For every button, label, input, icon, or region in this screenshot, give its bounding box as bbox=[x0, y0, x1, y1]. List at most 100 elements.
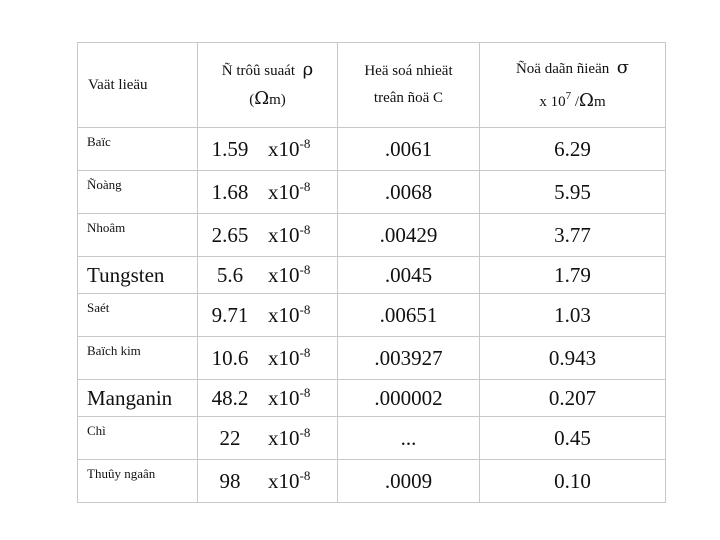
header-temp-coef-line1: Heä soá nhieät bbox=[364, 63, 453, 79]
table-row: Manganin 48.2 x10-8 .000002 0.207 bbox=[77, 379, 666, 417]
table-row: Ñoàng 1.68 x10-8 .0068 5.95 bbox=[77, 170, 666, 214]
resistivity-unit: x10-8 bbox=[262, 136, 310, 162]
resistivity-unit: x10-8 bbox=[262, 222, 310, 248]
material-name: Ñoàng bbox=[77, 170, 198, 214]
conductivity-value: 1.79 bbox=[479, 256, 666, 294]
conductivity-value: 0.207 bbox=[479, 379, 666, 417]
material-name: Baïc bbox=[77, 127, 198, 171]
header-resistivity-close: m) bbox=[269, 92, 286, 108]
conductivity-value: 0.45 bbox=[479, 416, 666, 460]
resistivity-coefficient: 22 bbox=[219, 426, 241, 450]
resistivity-exponent: -8 bbox=[299, 222, 311, 237]
ohm-symbol: Ω bbox=[579, 90, 594, 111]
conductivity-value: 5.95 bbox=[479, 170, 666, 214]
table-row: Saét 9.71 x10-8 .00651 1.03 bbox=[77, 293, 666, 337]
resistivity-coefficient: 10.6 bbox=[211, 346, 249, 370]
resistivity-exponent: -8 bbox=[299, 468, 311, 483]
header-resistivity-line1: Ñ trôû suaát bbox=[221, 63, 296, 79]
rho-symbol: ρ bbox=[302, 59, 314, 80]
temp-coefficient-value: .0009 bbox=[337, 459, 480, 503]
resistivity-coefficient: 1.59 bbox=[211, 137, 249, 161]
resistivity-exponent: -8 bbox=[299, 179, 311, 194]
material-properties-table: Vaät lieäu Ñ trôû suaát ρ (Ωm) Heä soá n… bbox=[77, 42, 666, 503]
header-material-label: Vaät lieäu bbox=[88, 76, 148, 93]
header-conductivity: Ñoä daãn ñieän σ x 107 /Ωm bbox=[479, 42, 666, 128]
resistivity-cell: 10.6 x10-8 bbox=[197, 336, 338, 380]
resistivity-coefficient: 9.71 bbox=[211, 303, 249, 327]
header-conductivity-prefix: x 10 bbox=[539, 94, 566, 110]
resistivity-unit: x10-8 bbox=[262, 345, 310, 371]
resistivity-base: x10 bbox=[268, 223, 300, 247]
header-conductivity-line1: Ñoä daãn ñieän bbox=[515, 61, 610, 77]
resistivity-cell: 48.2 x10-8 bbox=[197, 379, 338, 417]
table-row: Thuûy ngaân 98 x10-8 .0009 0.10 bbox=[77, 459, 666, 503]
resistivity-cell: 98 x10-8 bbox=[197, 459, 338, 503]
temp-coefficient-value: .000002 bbox=[337, 379, 480, 417]
sigma-symbol: σ bbox=[616, 57, 630, 78]
resistivity-base: x10 bbox=[268, 346, 300, 370]
material-name: Saét bbox=[77, 293, 198, 337]
resistivity-coefficient: 5.6 bbox=[216, 263, 244, 287]
table-row: Baïch kim 10.6 x10-8 .003927 0.943 bbox=[77, 336, 666, 380]
material-name: Nhoâm bbox=[77, 213, 198, 257]
conductivity-value: 3.77 bbox=[479, 213, 666, 257]
resistivity-coefficient: 98 bbox=[219, 469, 241, 493]
resistivity-cell: 1.59 x10-8 bbox=[197, 127, 338, 171]
material-name: Thuûy ngaân bbox=[77, 459, 198, 503]
table-row: Nhoâm 2.65 x10-8 .00429 3.77 bbox=[77, 213, 666, 257]
resistivity-cell: 22 x10-8 bbox=[197, 416, 338, 460]
resistivity-base: x10 bbox=[268, 386, 300, 410]
header-temp-coefficient: Heä soá nhieät treân ñoä C bbox=[337, 42, 480, 128]
resistivity-base: x10 bbox=[268, 137, 300, 161]
resistivity-cell: 5.6 x10-8 bbox=[197, 256, 338, 294]
table-row: Chì 22 x10-8 ... 0.45 bbox=[77, 416, 666, 460]
header-resistivity-open: ( bbox=[249, 92, 255, 108]
resistivity-base: x10 bbox=[268, 469, 300, 493]
table-row: Tungsten 5.6 x10-8 .0045 1.79 bbox=[77, 256, 666, 294]
conductivity-value: 6.29 bbox=[479, 127, 666, 171]
table-header-row: Vaät lieäu Ñ trôû suaát ρ (Ωm) Heä soá n… bbox=[77, 42, 666, 128]
conductivity-value: 1.03 bbox=[479, 293, 666, 337]
resistivity-exponent: -8 bbox=[299, 302, 311, 317]
material-name: Chì bbox=[77, 416, 198, 460]
resistivity-coefficient: 2.65 bbox=[211, 223, 249, 247]
header-material: Vaät lieäu bbox=[77, 42, 198, 128]
resistivity-base: x10 bbox=[268, 303, 300, 327]
resistivity-coefficient: 1.68 bbox=[211, 180, 249, 204]
header-conductivity-sep: / bbox=[571, 94, 580, 110]
resistivity-unit: x10-8 bbox=[262, 385, 310, 411]
header-resistivity: Ñ trôû suaát ρ (Ωm) bbox=[197, 42, 338, 128]
material-name: Baïch kim bbox=[77, 336, 198, 380]
temp-coefficient-value: .0068 bbox=[337, 170, 480, 214]
table-row: Baïc 1.59 x10-8 .0061 6.29 bbox=[77, 127, 666, 171]
resistivity-unit: x10-8 bbox=[262, 262, 310, 288]
conductivity-value: 0.943 bbox=[479, 336, 666, 380]
resistivity-base: x10 bbox=[268, 263, 300, 287]
header-conductivity-exp: 7 bbox=[565, 90, 572, 102]
resistivity-exponent: -8 bbox=[299, 425, 311, 440]
temp-coefficient-value: .00429 bbox=[337, 213, 480, 257]
temp-coefficient-value: .0061 bbox=[337, 127, 480, 171]
resistivity-cell: 1.68 x10-8 bbox=[197, 170, 338, 214]
resistivity-exponent: -8 bbox=[299, 385, 311, 400]
temp-coefficient-value: ... bbox=[337, 416, 480, 460]
material-name: Manganin bbox=[77, 379, 198, 417]
resistivity-exponent: -8 bbox=[299, 345, 311, 360]
temp-coefficient-value: .0045 bbox=[337, 256, 480, 294]
material-properties-table-container: Vaät lieäu Ñ trôû suaát ρ (Ωm) Heä soá n… bbox=[77, 42, 666, 503]
ohm-symbol: Ω bbox=[254, 88, 270, 109]
resistivity-unit: x10-8 bbox=[262, 179, 310, 205]
material-name: Tungsten bbox=[77, 256, 198, 294]
resistivity-unit: x10-8 bbox=[262, 302, 310, 328]
resistivity-cell: 2.65 x10-8 bbox=[197, 213, 338, 257]
header-conductivity-suffix: m bbox=[593, 94, 606, 110]
header-temp-coef-line2: treân ñoä C bbox=[373, 90, 444, 106]
temp-coefficient-value: .00651 bbox=[337, 293, 480, 337]
resistivity-exponent: -8 bbox=[299, 262, 311, 277]
resistivity-coefficient: 48.2 bbox=[211, 386, 249, 410]
resistivity-cell: 9.71 x10-8 bbox=[197, 293, 338, 337]
conductivity-value: 0.10 bbox=[479, 459, 666, 503]
resistivity-exponent: -8 bbox=[299, 136, 311, 151]
resistivity-unit: x10-8 bbox=[262, 468, 310, 494]
resistivity-unit: x10-8 bbox=[262, 425, 310, 451]
